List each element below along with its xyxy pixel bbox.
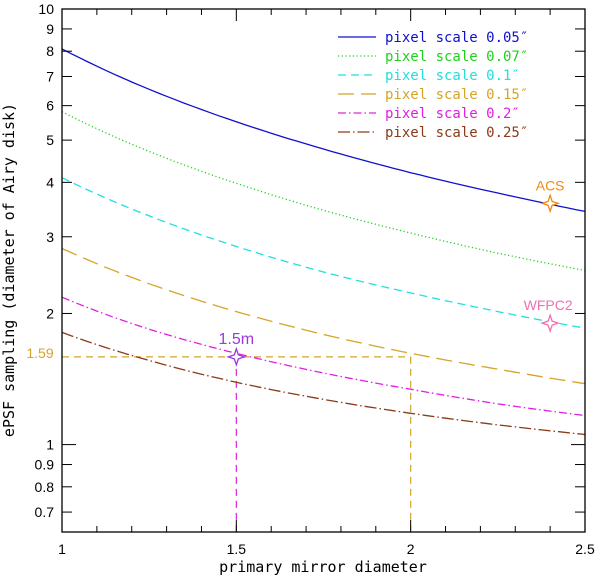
legend: pixel scale 0.05″ pixel scale 0.07″ pixel … (338, 30, 528, 141)
series-line-0 (61, 48, 586, 213)
y-tick-label: 4 (46, 174, 54, 190)
series-line-4 (61, 296, 586, 417)
annotation-label-1: WFPC2 (524, 297, 573, 313)
legend-label-1: pixel scale 0.07″ (385, 49, 528, 65)
star-marker-wfpc2-icon (540, 313, 561, 334)
y-tick-label: 5 (46, 132, 54, 148)
legend-label-2: pixel scale 0.1″ (385, 68, 520, 84)
legend-label-0: pixel scale 0.05″ (385, 30, 528, 46)
annotations: ACS WFPC2 1.5m (219, 177, 573, 367)
y-tick-label: 0.9 (35, 457, 55, 473)
x-tick-label: 2.5 (575, 541, 595, 557)
legend-label-3: pixel scale 0.15″ (385, 87, 528, 103)
x-tick-label: 2 (407, 541, 415, 557)
y-tick-label: 6 (46, 98, 54, 114)
y-tick-label: 10 (38, 1, 54, 17)
annotation-label-0: ACS (536, 177, 565, 193)
series-line-5 (61, 331, 586, 436)
reference-lines (62, 356, 412, 532)
y-tick-label: 3 (46, 229, 54, 245)
x-tick-label: 1.5 (227, 541, 247, 557)
series-lines (61, 48, 586, 436)
legend-label-5: pixel scale 0.25″ (385, 125, 528, 141)
star-marker-acs-icon (540, 193, 561, 214)
y-axis-label: ePSF sampling (diameter of Airy disk) (0, 103, 18, 437)
axes: 1 1.5 2 2.5 0.7 0.8 0.9 1 2 3 4 5 6 7 8 9 10 (35, 1, 595, 557)
series-line-3 (61, 247, 586, 385)
y-tick-label: 1 (46, 437, 54, 453)
y-tick-label: 9 (46, 21, 54, 37)
legend-label-4: pixel scale 0.2″ (385, 106, 520, 122)
plot-frame (61, 8, 586, 533)
y-tick-label: 0.8 (35, 479, 55, 495)
annotation-label-2: 1.5m (219, 331, 255, 348)
reference-value-label: 1.59 (26, 345, 53, 361)
y-tick-label: 0.7 (35, 504, 55, 520)
series-line-2 (61, 177, 586, 329)
star-marker-1.5m-icon (226, 346, 247, 367)
series-line-1 (61, 111, 586, 272)
y-tick-label: 7 (46, 68, 54, 84)
x-tick-label: 1 (58, 541, 66, 557)
y-tick-label: 8 (46, 43, 54, 59)
y-tick-label: 2 (46, 305, 54, 321)
x-axis-label: primary mirror diameter (219, 558, 427, 576)
